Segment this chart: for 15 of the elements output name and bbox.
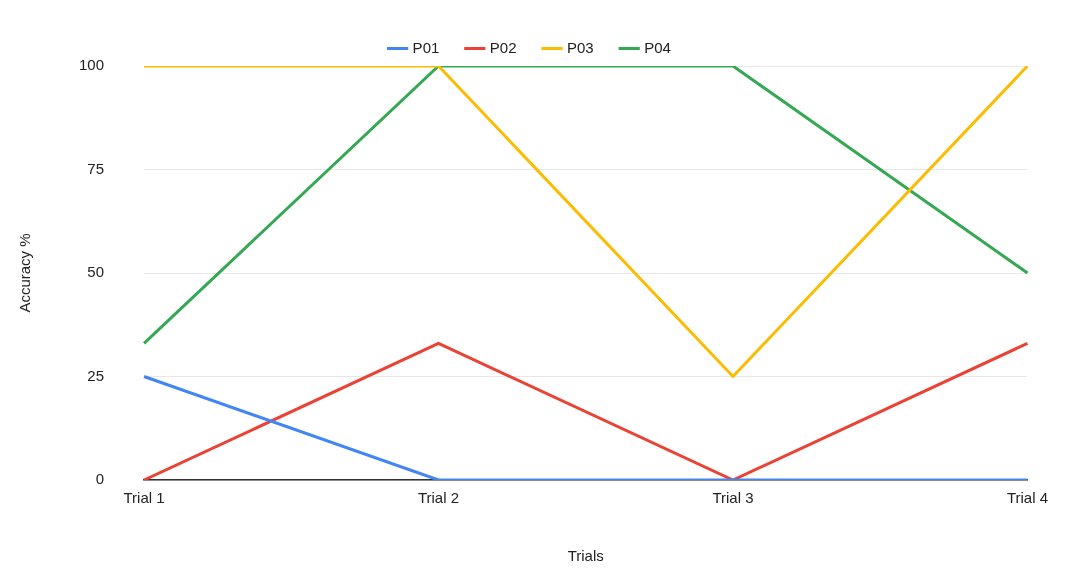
x-tick-label: Trial 3 (712, 489, 754, 507)
legend-label: P04 (644, 38, 671, 56)
y-axis-title: Accuracy % (16, 233, 34, 313)
y-tick-label: 0 (95, 470, 105, 488)
y-tick-label: 25 (87, 366, 105, 384)
x-tick-label: Trial 2 (417, 489, 460, 507)
legend-label: P02 (489, 38, 517, 56)
x-tick-label: Trial 1 (123, 489, 165, 507)
x-axis-title: Trials (567, 547, 604, 565)
y-tick-label: 100 (79, 56, 105, 74)
x-tick-label: Trial 4 (1006, 489, 1048, 507)
legend-label: P01 (412, 38, 440, 56)
y-tick-label: 50 (87, 263, 105, 281)
legend-label: P03 (567, 38, 594, 56)
y-tick-label: 75 (87, 159, 105, 177)
